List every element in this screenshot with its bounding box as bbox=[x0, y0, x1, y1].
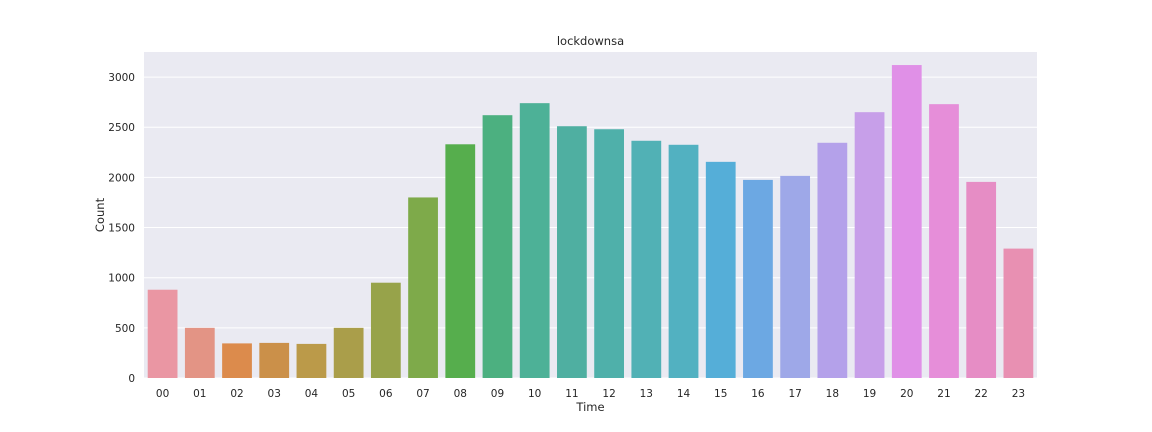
bar-01 bbox=[184, 327, 215, 378]
x-tick-label: 02 bbox=[230, 388, 243, 400]
x-tick-label: 20 bbox=[900, 388, 913, 400]
y-tick-label: 500 bbox=[115, 323, 135, 335]
x-tick-label: 11 bbox=[565, 388, 578, 400]
y-axis-label: Count bbox=[93, 197, 107, 232]
x-tick-label: 04 bbox=[305, 388, 319, 400]
bar-13 bbox=[631, 140, 662, 378]
bar-09 bbox=[482, 115, 513, 378]
bar-20 bbox=[891, 65, 922, 378]
x-tick-label: 14 bbox=[677, 388, 691, 400]
x-tick-label: 17 bbox=[788, 388, 801, 400]
x-tick-label: 07 bbox=[416, 388, 429, 400]
x-tick-label: 16 bbox=[751, 388, 765, 400]
x-tick-label: 08 bbox=[454, 388, 467, 400]
y-tick-label: 3000 bbox=[108, 72, 135, 84]
bar-02 bbox=[222, 343, 252, 378]
x-tick-label: 00 bbox=[156, 388, 169, 400]
bar-17 bbox=[780, 175, 811, 378]
bar-00 bbox=[147, 289, 178, 378]
bar-22 bbox=[966, 181, 997, 378]
bar-10 bbox=[519, 103, 550, 378]
x-tick-label: 15 bbox=[714, 388, 727, 400]
bar-18 bbox=[817, 142, 848, 378]
bar-11 bbox=[557, 126, 587, 378]
plot-background bbox=[144, 52, 1037, 378]
bar-12 bbox=[594, 129, 624, 378]
bar-23 bbox=[1003, 248, 1034, 378]
grid-lines bbox=[144, 76, 1037, 379]
bar-06 bbox=[370, 282, 401, 378]
x-tick-label: 23 bbox=[1012, 388, 1025, 400]
bar-16 bbox=[743, 179, 773, 378]
x-tick-label: 21 bbox=[937, 388, 950, 400]
x-tick-label: 22 bbox=[975, 388, 988, 400]
bar-19 bbox=[854, 112, 885, 378]
bar-07 bbox=[408, 197, 438, 378]
x-tick-label: 19 bbox=[863, 388, 876, 400]
y-tick-label: 1500 bbox=[108, 223, 135, 235]
x-tick-label: 10 bbox=[528, 388, 541, 400]
y-tick-label: 2500 bbox=[108, 122, 135, 134]
x-tick-label: 12 bbox=[602, 388, 615, 400]
x-tick-label: 18 bbox=[826, 388, 839, 400]
y-axis-ticks: 0 500 1000 1500 2000 2500 3000 bbox=[108, 72, 135, 385]
bar-14 bbox=[668, 144, 699, 378]
x-tick-label: 05 bbox=[342, 388, 355, 400]
x-tick-label: 06 bbox=[379, 388, 393, 400]
x-tick-label: 13 bbox=[640, 388, 653, 400]
bar-15 bbox=[705, 161, 736, 378]
bars bbox=[147, 65, 1034, 378]
bar-05 bbox=[333, 327, 364, 378]
bar-03 bbox=[259, 342, 290, 378]
x-tick-label: 09 bbox=[491, 388, 504, 400]
y-tick-label: 2000 bbox=[108, 172, 135, 184]
bar-04 bbox=[296, 343, 327, 378]
x-axis-ticks: 00 01 02 03 04 05 06 07 08 09 10 11 12 13 14 15 16 17 18 19… bbox=[156, 388, 1025, 400]
x-tick-label: 01 bbox=[193, 388, 206, 400]
bar-21 bbox=[929, 104, 959, 378]
chart-title: lockdownsa bbox=[557, 34, 624, 48]
y-tick-label: 1000 bbox=[108, 273, 135, 285]
bar-08 bbox=[445, 144, 476, 378]
y-tick-label: 0 bbox=[128, 373, 135, 385]
x-axis-label: Time bbox=[575, 400, 604, 414]
x-tick-label: 03 bbox=[268, 388, 281, 400]
